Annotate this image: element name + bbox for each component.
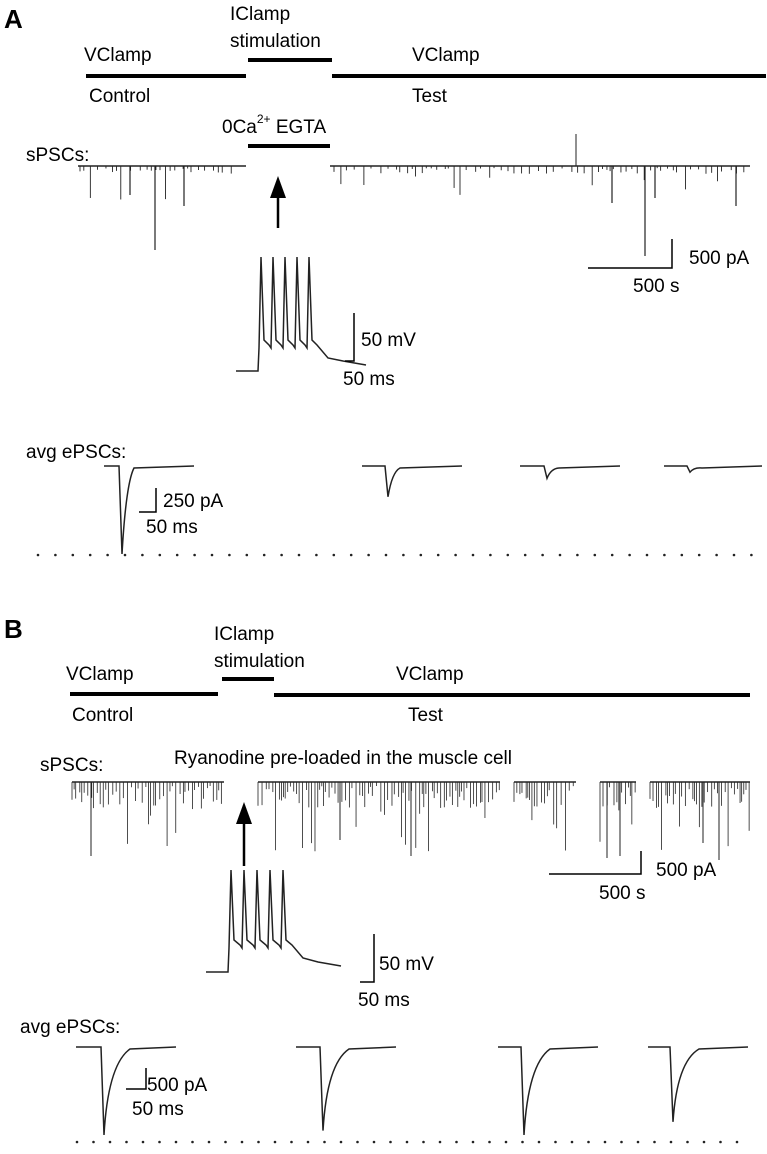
panel-a-vclamp-right-label: VClamp <box>412 45 480 66</box>
panel-b: B VClamp Control IClamp stimulation VCla… <box>4 614 750 1144</box>
panel-b-spsc-scale-time: 500 s <box>599 883 645 904</box>
panel-a-treatment-prefix: 0Ca <box>222 117 257 138</box>
panel-a-epsc-scale-current: 250 pA <box>163 491 224 512</box>
panel-a-control-label: Control <box>89 86 150 107</box>
panel-b-epsc-label: avg ePSCs: <box>20 1017 120 1038</box>
panel-a-treatment-superscript: 2+ <box>257 112 271 126</box>
panel-b-ap-scale-time: 50 ms <box>358 990 410 1011</box>
panel-a-epsc-scale-time: 50 ms <box>146 517 198 538</box>
panel-b-epsc-scale-bar: 500 pA 50 ms <box>126 1068 208 1120</box>
panel-b-vclamp-left-label: VClamp <box>66 664 134 685</box>
panel-b-stimulation-arrow <box>236 802 252 866</box>
panel-b-spsc-trace <box>71 781 750 860</box>
panel-b-spsc-scale-current: 500 pA <box>656 860 717 881</box>
panel-a-epsc-traces <box>104 465 763 555</box>
panel-b-baseline-dots <box>75 1140 739 1144</box>
panel-a-protocol: VClamp Control IClamp stimulation VClamp… <box>84 4 766 107</box>
panel-b-letter: B <box>4 614 23 644</box>
panel-b-treatment-label: Ryanodine pre-loaded in the muscle cell <box>174 748 512 769</box>
panel-a-ap-scale-bar: 50 mV 50 ms <box>343 313 416 390</box>
panel-b-epsc-traces <box>76 1046 749 1136</box>
panel-b-epsc-scale-current: 500 pA <box>147 1075 208 1096</box>
panel-a-spsc-label: sPSCs: <box>26 145 89 166</box>
panel-a-epsc-label: avg ePSCs: <box>26 442 126 463</box>
panel-a-test-label: Test <box>412 86 448 107</box>
panel-b-protocol: VClamp Control IClamp stimulation VClamp… <box>66 624 750 726</box>
panel-a-iclamp-label: IClamp <box>230 4 290 25</box>
panel-a-baseline-dots <box>36 553 753 557</box>
panel-b-spsc-scale-bar: 500 pA 500 s <box>549 851 717 904</box>
panel-a-spsc-trace <box>78 134 750 256</box>
panel-b-ap-scale-voltage: 50 mV <box>379 954 434 975</box>
panel-b-ap-scale-bar: 50 mV 50 ms <box>358 934 434 1011</box>
panel-a-stimulation-label: stimulation <box>230 31 321 52</box>
panel-a-spsc-scale-current: 500 pA <box>689 248 750 269</box>
panel-b-epsc-scale-time: 50 ms <box>132 1099 184 1120</box>
panel-a-letter: A <box>4 4 23 34</box>
panel-b-spsc-label: sPSCs: <box>40 755 103 776</box>
panel-b-vclamp-right-label: VClamp <box>396 664 464 685</box>
panel-b-stimulation-label: stimulation <box>214 651 305 672</box>
panel-a-spsc-scale-bar: 500 pA 500 s <box>588 239 750 297</box>
panel-a-action-potential-trace <box>236 256 367 372</box>
panel-b-action-potential-trace <box>206 869 342 973</box>
panel-a-stimulation-arrow <box>270 176 286 228</box>
panel-b-iclamp-label: IClamp <box>214 624 274 645</box>
panel-a-vclamp-left-label: VClamp <box>84 45 152 66</box>
panel-a-treatment-suffix: EGTA <box>271 117 327 138</box>
panel-a-spsc-scale-time: 500 s <box>633 276 679 297</box>
panel-a-treatment-label: 0Ca2+ EGTA <box>222 112 326 138</box>
panel-b-test-label: Test <box>408 705 444 726</box>
panel-a: A VClamp Control IClamp stimulation VCla… <box>4 4 766 557</box>
panel-b-control-label: Control <box>72 705 133 726</box>
panel-a-ap-scale-voltage: 50 mV <box>361 330 416 351</box>
panel-a-epsc-scale-bar: 250 pA 50 ms <box>139 488 224 538</box>
panel-a-ap-scale-time: 50 ms <box>343 369 395 390</box>
